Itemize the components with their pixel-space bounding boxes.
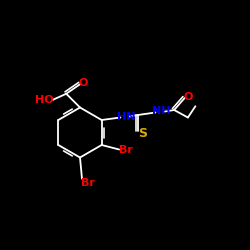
Text: NH: NH xyxy=(152,106,171,117)
Text: Br: Br xyxy=(119,145,133,155)
Text: Br: Br xyxy=(81,178,95,188)
Text: HO: HO xyxy=(35,95,54,105)
Text: S: S xyxy=(138,127,147,140)
Text: O: O xyxy=(78,78,88,88)
Text: O: O xyxy=(183,92,192,102)
Text: HN: HN xyxy=(118,112,136,122)
